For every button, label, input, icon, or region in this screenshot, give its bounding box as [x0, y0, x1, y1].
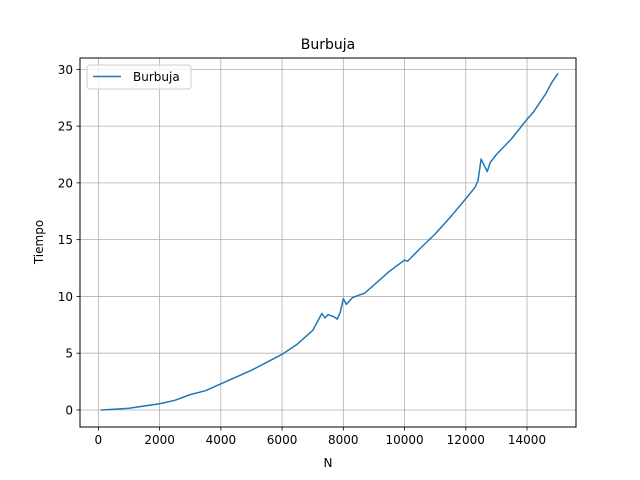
x-tick-label: 0 [95, 433, 103, 447]
plot-frame [79, 57, 577, 428]
y-tick-label: 15 [58, 233, 73, 247]
x-tick-label: 2000 [144, 433, 175, 447]
x-axis-label: N [324, 456, 333, 470]
series-layer [100, 72, 559, 411]
legend-box [86, 64, 192, 90]
x-tick-label: 12000 [447, 433, 485, 447]
y-tick-label: 5 [65, 347, 73, 361]
y-axis-ticks: 0 5 10 15 20 25 30 [58, 63, 80, 417]
y-axis-label: Tiempo [32, 220, 46, 265]
legend: Burbuja [86, 64, 192, 90]
x-tick-label: 8000 [328, 433, 359, 447]
x-tick-label: 10000 [385, 433, 423, 447]
y-tick-label: 10 [58, 290, 73, 304]
x-tick-label: 6000 [267, 433, 298, 447]
y-tick-label: 0 [65, 403, 73, 417]
y-tick-label: 25 [58, 120, 73, 134]
chart-title: Burbuja [301, 37, 355, 53]
x-axis-ticks: 0 2000 4000 6000 8000 10000 12000 14000 [95, 427, 546, 447]
x-tick-label: 4000 [206, 433, 237, 447]
x-tick-label: 14000 [508, 433, 546, 447]
series-line-burbuja [100, 72, 559, 411]
y-tick-label: 20 [58, 176, 73, 190]
y-tick-label: 30 [58, 63, 73, 77]
grid [80, 58, 576, 427]
legend-label: Burbuja [133, 70, 180, 84]
